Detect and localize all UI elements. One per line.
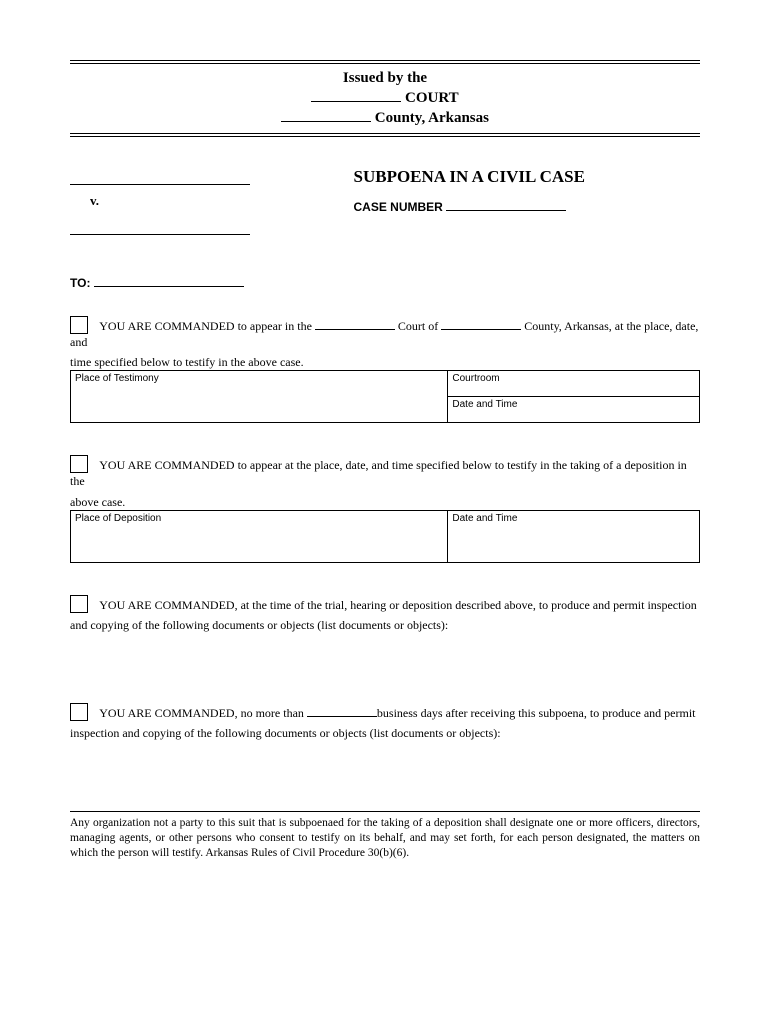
county-line: County, Arkansas — [70, 110, 700, 127]
court-suffix: COURT — [405, 90, 459, 106]
command-1-text: YOU ARE COMMANDED to appear in the Court… — [70, 319, 698, 349]
header-bottom-rule — [70, 133, 700, 137]
versus-label: v. — [90, 193, 354, 209]
command-2-cont: above case. — [70, 494, 700, 510]
case-caption: v. SUBPOENA IN A CIVIL CASE CASE NUMBER — [70, 167, 700, 235]
county-name-blank[interactable] — [281, 121, 371, 122]
parties-block: v. — [70, 167, 354, 235]
command-1-checkbox[interactable] — [70, 316, 88, 334]
command-2-text: YOU ARE COMMANDED to appear at the place… — [70, 458, 687, 488]
courtroom-label: Courtroom — [452, 373, 499, 384]
issued-by-line: Issued by the — [70, 70, 700, 87]
command-3-checkbox[interactable] — [70, 595, 88, 613]
to-blank[interactable] — [94, 286, 244, 287]
c1p1: YOU ARE COMMANDED to appear in the — [99, 319, 315, 333]
command-2-checkbox[interactable] — [70, 455, 88, 473]
command-3: YOU ARE COMMANDED, at the time of the tr… — [70, 595, 700, 613]
c4-days-blank[interactable] — [307, 716, 377, 717]
command-4-text: YOU ARE COMMANDED, no more than business… — [99, 706, 695, 720]
court-line: COURT — [70, 90, 700, 107]
case-number-row: CASE NUMBER — [354, 199, 701, 215]
court-name-blank[interactable] — [311, 101, 401, 102]
county-suffix: County, Arkansas — [375, 110, 489, 126]
c4p1: YOU ARE COMMANDED, no more than — [99, 706, 307, 720]
document-title: SUBPOENA IN A CIVIL CASE — [354, 167, 701, 187]
command-1: YOU ARE COMMANDED to appear in the Court… — [70, 316, 700, 350]
case-title-block: SUBPOENA IN A CIVIL CASE CASE NUMBER — [354, 167, 701, 235]
footer-text: Any organization not a party to this sui… — [70, 816, 700, 861]
to-row: TO: — [70, 275, 700, 291]
command-2: YOU ARE COMMANDED to appear at the place… — [70, 455, 700, 489]
place-deposition-label: Place of Deposition — [75, 513, 161, 524]
case-number-label: CASE NUMBER — [354, 200, 443, 214]
deposition-table: Place of Deposition Date and Time — [70, 510, 700, 563]
top-double-rule — [70, 60, 700, 64]
command-4-cont: inspection and copying of the following … — [70, 725, 700, 741]
command-4-checkbox[interactable] — [70, 703, 88, 721]
c1-county-blank[interactable] — [441, 329, 521, 330]
footer-rule: Any organization not a party to this sui… — [70, 811, 700, 861]
place-testimony-label: Place of Testimony — [75, 373, 159, 384]
command-1-cont: time specified below to testify in the a… — [70, 354, 700, 370]
c1-court-blank[interactable] — [315, 329, 395, 330]
testimony-table: Place of Testimony Courtroom Date and Ti… — [70, 370, 700, 423]
command-3-cont: and copying of the following documents o… — [70, 617, 700, 633]
datetime-label-1: Date and Time — [452, 399, 517, 410]
datetime-label-2: Date and Time — [452, 513, 517, 524]
command-4: YOU ARE COMMANDED, no more than business… — [70, 703, 700, 721]
c4p2: business days after receiving this subpo… — [377, 706, 696, 720]
to-label: TO: — [70, 276, 90, 290]
header-block: Issued by the COURT County, Arkansas — [70, 70, 700, 127]
defendant-line[interactable] — [70, 217, 250, 235]
c1p2: Court of — [395, 319, 441, 333]
command-3-text: YOU ARE COMMANDED, at the time of the tr… — [99, 598, 697, 612]
plaintiff-line[interactable] — [70, 167, 250, 185]
case-number-blank[interactable] — [446, 210, 566, 211]
